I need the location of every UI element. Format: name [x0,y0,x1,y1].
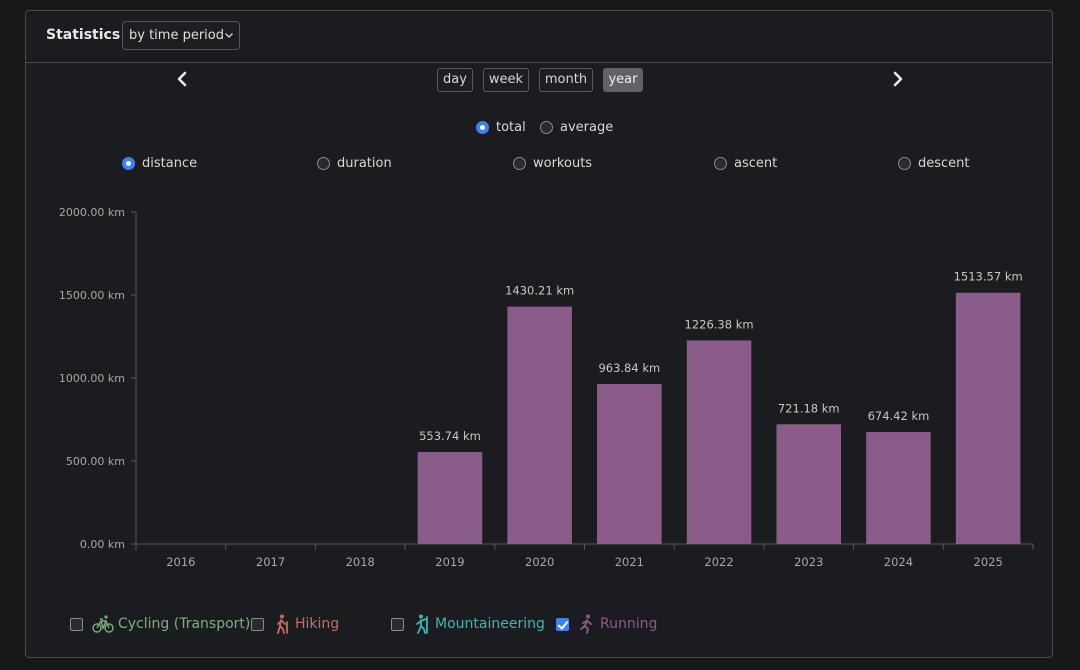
bar-data-label: 1430.21 km [505,284,574,298]
chevron-left-icon [177,71,187,87]
panel-title: Statistics [46,27,121,43]
metric-workouts-radio[interactable] [513,157,526,170]
bar-2020 [507,306,572,544]
metric-descent-radio[interactable] [898,157,911,170]
x-tick-label: 2019 [435,555,464,569]
legend-label-mountaineering: Mountaineering [435,616,545,632]
bar-2024 [866,432,931,544]
aggregate-average-option[interactable]: average [540,120,613,135]
bar-2021 [597,384,662,544]
metric-duration-option[interactable]: duration [317,156,392,171]
metric-descent-option[interactable]: descent [898,156,970,171]
mode-select-value: by time period [129,28,224,43]
aggregate-total-radio[interactable] [476,121,489,134]
y-tick-label: 1500.00 km [59,289,125,302]
metric-workouts-label: workouts [533,156,593,171]
metric-distance-label: distance [142,156,198,171]
metric-ascent-label: ascent [734,156,778,171]
metric-distance-option[interactable]: distance [122,156,197,171]
legend-label-hiking: Hiking [295,616,340,632]
aggregate-total-option[interactable]: total [476,120,526,135]
bicycle-icon [92,615,114,633]
bar-data-label: 721.18 km [778,401,840,415]
x-tick-label: 2016 [166,555,195,569]
bar-data-label: 1513.57 km [954,270,1023,284]
metric-ascent-radio[interactable] [714,157,727,170]
period-year-button[interactable]: year [603,68,643,92]
y-tick-label: 1000.00 km [59,372,125,385]
x-tick-label: 2020 [525,555,554,569]
distance-bar-chart: 0.00 km 500.00 km 1000.00 km 1500.00 km 2000… [59,206,1034,569]
bar-2023 [776,424,842,544]
bar-data-label: 963.84 km [598,361,660,375]
metric-duration-label: duration [337,156,392,171]
metric-distance-radio[interactable] [122,157,135,170]
metric-workouts-option[interactable]: workouts [513,156,592,171]
y-tick-label: 0.00 km [80,538,125,551]
next-period-button[interactable] [888,68,908,92]
metric-descent-label: descent [918,156,970,171]
aggregate-average-radio[interactable] [540,121,553,134]
bar-2025 [955,292,1021,544]
x-tick-label: 2025 [974,555,1003,569]
legend-item-running[interactable]: Running [556,614,657,634]
mountaineer-icon [416,614,428,634]
bar-data-label: 1226.38 km [685,317,754,331]
runner-icon [580,614,592,634]
legend-label-cycling-transport: Cycling (Transport) [118,616,251,632]
x-tick-label: 2024 [884,555,913,569]
legend-item-hiking[interactable]: Hiking [251,614,339,634]
panel-header: Statistics by time period [26,11,1052,63]
y-tick-label: 2000.00 km [59,206,125,219]
legend-checkbox-hiking[interactable] [251,617,264,631]
x-tick-label: 2018 [346,555,375,569]
legend-label-running: Running [600,616,658,632]
bar-2019 [417,452,483,544]
chevron-right-icon [893,71,903,87]
period-day-button[interactable]: day [437,68,473,92]
previous-period-button[interactable] [172,68,192,92]
x-tick-label: 2017 [256,555,285,569]
aggregate-average-label: average [560,120,614,135]
legend-item-cycling-transport[interactable]: Cycling (Transport) [70,614,250,634]
chevron-down-icon [224,22,234,59]
period-month-button[interactable]: month [539,68,593,92]
aggregate-total-label: total [496,120,526,135]
hiker-icon [277,614,288,634]
legend-checkbox-running[interactable] [556,617,569,631]
legend-item-mountaineering[interactable]: Mountaineering [391,614,545,634]
period-week-button[interactable]: week [483,68,529,92]
legend-checkbox-cycling-transport[interactable] [70,617,83,631]
x-tick-label: 2022 [704,555,733,569]
bar-2022 [686,340,752,544]
bar-data-label: 553.74 km [419,429,481,443]
x-tick-label: 2023 [794,555,823,569]
mode-select[interactable]: by time period [122,21,240,50]
x-tick-label: 2021 [615,555,644,569]
metric-duration-radio[interactable] [317,157,330,170]
legend-checkbox-mountaineering[interactable] [391,617,404,631]
metric-ascent-option[interactable]: ascent [714,156,777,171]
bar-data-label: 674.42 km [868,409,930,423]
y-tick-label: 500.00 km [66,455,125,468]
